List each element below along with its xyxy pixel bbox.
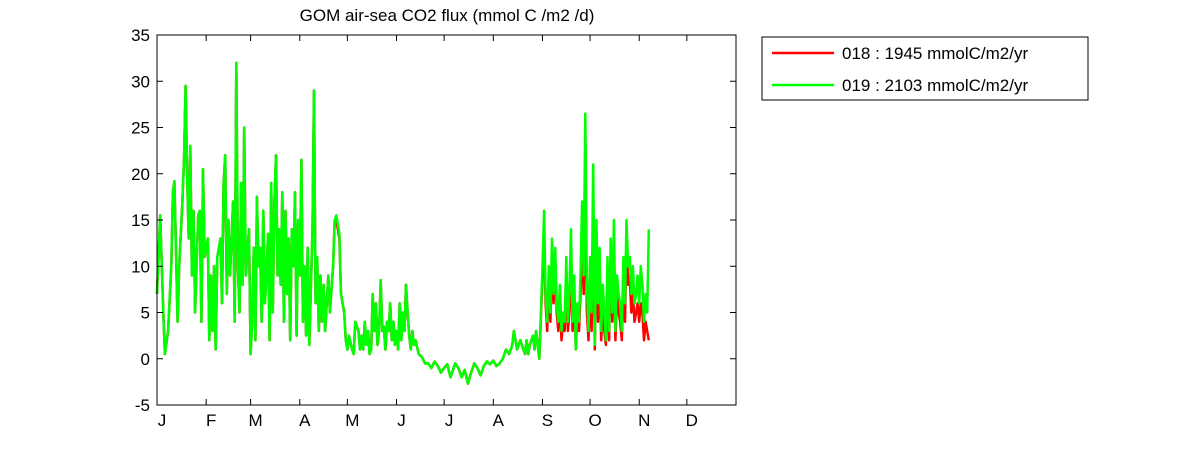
y-tick-label: 5 (141, 304, 150, 323)
y-tick-label: 35 (131, 26, 150, 45)
x-tick-label: F (206, 411, 216, 430)
x-tick-label: A (299, 411, 311, 430)
x-tick-label: D (686, 411, 698, 430)
y-tick-label: 10 (131, 257, 150, 276)
x-tick-label: J (397, 411, 406, 430)
plot-area (155, 61, 651, 385)
legend-label-2: 019 : 2103 mmolC/m2/yr (842, 76, 1028, 95)
chart-title: GOM air-sea CO2 flux (mmol C /m2 /d) (300, 6, 595, 25)
legend-box (761, 36, 1089, 101)
x-tick-label: M (345, 411, 359, 430)
x-tick-label: O (588, 411, 601, 430)
y-tick-label: 0 (141, 350, 150, 369)
series-line-2 (155, 61, 651, 385)
legend-label-1: 018 : 1945 mmolC/m2/yr (842, 44, 1028, 63)
y-tick-label: 20 (131, 165, 150, 184)
x-tick-label: A (493, 411, 505, 430)
x-tick-label: J (158, 411, 167, 430)
x-tick-label: J (445, 411, 454, 430)
axes: -5 0 5 10 15 20 25 30 35 J F M A M J J A S O N D (131, 26, 737, 430)
x-tick-label: M (249, 411, 263, 430)
y-tick-label: 25 (131, 119, 150, 138)
y-tick-label: 15 (131, 211, 150, 230)
x-tick-label: S (542, 411, 553, 430)
legend: 018 : 1945 mmolC/m2/yr 019 : 2103 mmolC/m… (761, 36, 1089, 101)
x-tick-label: N (638, 411, 650, 430)
y-tick-label: 30 (131, 72, 150, 91)
y-tick-label: -5 (135, 396, 150, 415)
